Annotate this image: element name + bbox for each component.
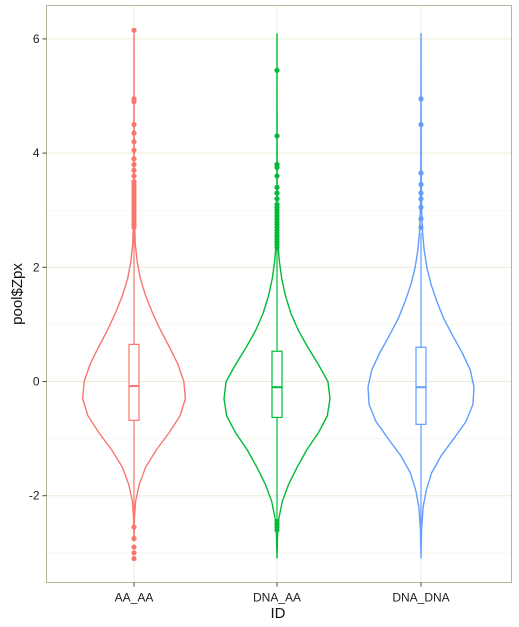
outlier-point — [418, 96, 424, 102]
outlier-point — [274, 190, 280, 196]
y-tick-label: -2 — [29, 489, 40, 503]
outlier-point — [131, 121, 137, 128]
outlier-point — [418, 190, 424, 196]
outlier-point — [418, 121, 424, 128]
outlier-points — [131, 27, 424, 562]
panel-border — [46, 5, 512, 583]
outlier-point — [274, 201, 280, 208]
outlier-point — [418, 196, 424, 202]
x-tick-label: AA_AA — [115, 591, 154, 605]
outlier-point — [274, 527, 280, 533]
violin-aa-aa — [81, 33, 187, 542]
box-iqr — [128, 343, 140, 421]
y-tick-label: 6 — [33, 32, 40, 46]
outlier-point — [274, 196, 280, 202]
outlier-point — [131, 555, 137, 562]
box-iqr — [271, 350, 283, 419]
outlier-point — [131, 167, 137, 173]
violin-dna-dna — [367, 33, 475, 559]
y-tick-label: 4 — [33, 146, 40, 160]
x-tick-label: DNA_AA — [253, 591, 301, 605]
outlier-point — [131, 535, 137, 542]
outlier-point — [131, 147, 137, 153]
box-iqr — [415, 346, 427, 425]
outlier-point — [418, 224, 424, 230]
x-axis-title: ID — [271, 605, 286, 622]
x-tick-label: DNA_DNA — [392, 591, 449, 605]
outlier-point — [131, 173, 137, 179]
outlier-point — [131, 27, 137, 33]
outlier-point — [274, 67, 280, 73]
y-axis-title: pool$Zpx — [9, 263, 26, 325]
outlier-point — [131, 139, 137, 145]
outlier-point — [131, 156, 137, 162]
y-tick-label: 0 — [33, 375, 40, 389]
outlier-point — [418, 204, 424, 210]
outlier-point — [131, 179, 137, 185]
outlier-point — [131, 161, 137, 168]
outlier-point — [131, 524, 137, 530]
outlier-point — [274, 173, 280, 179]
violins — [81, 33, 475, 559]
violin-dna-aa — [223, 33, 331, 559]
outlier-point — [274, 184, 280, 190]
outlier-point — [418, 216, 424, 222]
y-tick-label: 2 — [33, 260, 40, 274]
outlier-point — [274, 133, 280, 139]
outlier-point — [274, 161, 280, 168]
outlier-point — [131, 550, 137, 556]
outlier-point — [131, 544, 137, 550]
outlier-point — [418, 181, 424, 188]
axes: -2 0 2 4 6 AA_AA DNA_AA DNA_DNA — [29, 32, 450, 605]
outlier-point — [131, 96, 137, 102]
outlier-point — [131, 130, 137, 136]
outlier-point — [418, 170, 424, 176]
boxplots — [128, 227, 427, 525]
